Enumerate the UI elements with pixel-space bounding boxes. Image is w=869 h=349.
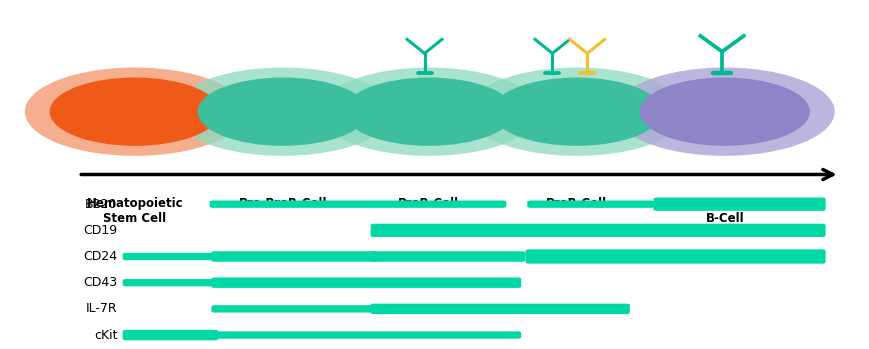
Text: B220: B220	[85, 198, 117, 211]
Text: Hematopoietic
Stem Cell: Hematopoietic Stem Cell	[86, 197, 183, 225]
FancyBboxPatch shape	[123, 330, 218, 340]
Text: IL-7R: IL-7R	[86, 302, 117, 315]
Text: PreB-Cell: PreB-Cell	[546, 197, 607, 210]
Ellipse shape	[639, 77, 809, 146]
FancyBboxPatch shape	[211, 277, 521, 288]
FancyBboxPatch shape	[370, 251, 525, 262]
Text: CD19: CD19	[83, 224, 117, 237]
FancyBboxPatch shape	[527, 200, 653, 208]
FancyBboxPatch shape	[370, 224, 825, 237]
FancyBboxPatch shape	[211, 305, 377, 313]
FancyBboxPatch shape	[525, 249, 825, 264]
Ellipse shape	[197, 77, 368, 146]
Ellipse shape	[25, 68, 245, 156]
FancyBboxPatch shape	[209, 200, 506, 208]
FancyBboxPatch shape	[123, 279, 218, 286]
Ellipse shape	[614, 68, 834, 156]
Text: Pre-ProB-Cell: Pre-ProB-Cell	[238, 197, 327, 210]
Ellipse shape	[318, 68, 539, 156]
Text: cKit: cKit	[94, 328, 117, 342]
Ellipse shape	[173, 68, 393, 156]
FancyBboxPatch shape	[123, 253, 218, 260]
Text: ProB-Cell: ProB-Cell	[398, 197, 459, 210]
FancyBboxPatch shape	[211, 332, 521, 339]
Ellipse shape	[491, 77, 661, 146]
Text: CD43: CD43	[83, 276, 117, 289]
FancyBboxPatch shape	[653, 198, 825, 211]
Text: Immature
B-Cell: Immature B-Cell	[692, 197, 756, 225]
FancyBboxPatch shape	[370, 304, 629, 314]
Ellipse shape	[343, 77, 514, 146]
FancyBboxPatch shape	[211, 251, 377, 262]
Text: CD24: CD24	[83, 250, 117, 263]
Ellipse shape	[466, 68, 687, 156]
Ellipse shape	[50, 77, 220, 146]
